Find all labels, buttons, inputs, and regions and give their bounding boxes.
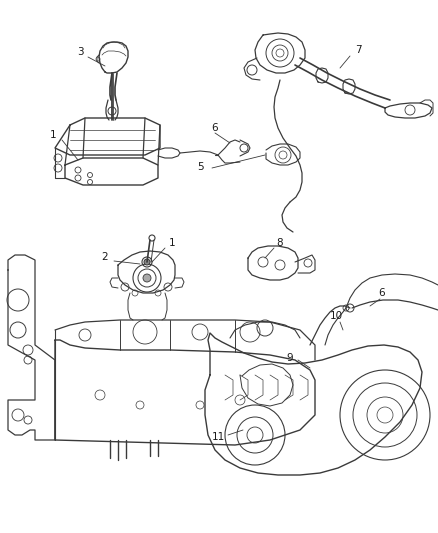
Text: 1: 1 <box>49 130 57 140</box>
Text: 11: 11 <box>212 432 225 442</box>
Text: 6: 6 <box>379 288 385 298</box>
Text: 5: 5 <box>197 162 203 172</box>
Text: 2: 2 <box>102 252 108 262</box>
Text: 6: 6 <box>212 123 218 133</box>
Circle shape <box>143 274 151 282</box>
Text: 9: 9 <box>287 353 293 363</box>
Text: 8: 8 <box>277 238 283 248</box>
Circle shape <box>144 259 150 265</box>
Text: 1: 1 <box>169 238 175 248</box>
Text: 7: 7 <box>355 45 361 55</box>
Text: 10: 10 <box>329 311 343 321</box>
Text: 3: 3 <box>77 47 83 57</box>
